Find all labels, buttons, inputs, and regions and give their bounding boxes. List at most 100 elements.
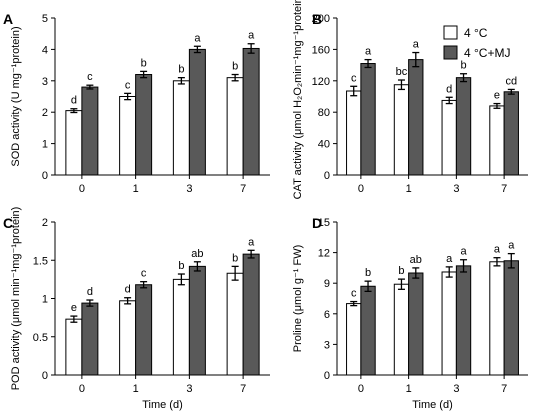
bar (65, 318, 83, 376)
y-tick-label: 1.5 (33, 255, 48, 267)
bar (188, 48, 206, 176)
significance-letter: bc (396, 66, 408, 78)
panel-letter: B (312, 11, 322, 27)
bar (360, 285, 376, 376)
bar (489, 105, 505, 176)
bar (455, 265, 472, 376)
x-tick-label: 1 (406, 183, 412, 195)
x-tick-label: 3 (186, 383, 192, 395)
x-tick-label: 7 (501, 183, 507, 195)
bar (441, 99, 457, 176)
significance-letter: b (232, 61, 238, 73)
panel-letter: A (3, 11, 13, 27)
bar (172, 80, 190, 176)
y-tick-label: 4 (42, 44, 48, 56)
bar (135, 74, 153, 176)
significance-letter: d (125, 284, 131, 296)
significance-letter: c (87, 71, 93, 83)
y-tick-label: 0 (42, 170, 48, 182)
y-tick-label: 1 (42, 294, 48, 306)
bar (226, 77, 244, 176)
y-tick-label: 1 (42, 139, 48, 151)
legend-label: 4 °C+MJ (464, 46, 510, 60)
legend-swatch (443, 45, 458, 60)
x-tick-label: 0 (358, 183, 364, 195)
x-tick-label: 1 (133, 183, 139, 195)
significance-letter: b (141, 57, 147, 69)
significance-letter: a (194, 32, 201, 44)
y-axis-label: POD activity (μmol min⁻¹mg⁻¹protein) (10, 207, 22, 391)
y-tick-label: 0 (324, 170, 330, 182)
bar (226, 272, 244, 376)
y-tick-label: 40 (318, 139, 330, 151)
y-tick-label: 0.5 (33, 332, 48, 344)
x-tick-label: 7 (501, 383, 507, 395)
x-tick-label: 1 (406, 383, 412, 395)
significance-letter: b (232, 252, 238, 264)
y-tick-label: 15 (318, 217, 330, 229)
bar (503, 91, 519, 176)
y-tick-label: 120 (312, 76, 330, 88)
y-tick-label: 0 (324, 370, 330, 382)
y-axis-label: CAT activity (μmol H₂O₂min⁻¹mg⁻¹protein) (292, 0, 304, 199)
significance-letter: a (413, 39, 420, 51)
significance-letter: c (141, 268, 147, 280)
bar (242, 47, 260, 176)
y-tick-label: 6 (324, 309, 330, 321)
significance-letter: c (351, 72, 357, 84)
bar (65, 110, 83, 176)
significance-letter: b (398, 265, 404, 277)
significance-letter: b (178, 64, 184, 76)
significance-letter: d (71, 95, 77, 107)
y-tick-label: 3 (42, 76, 48, 88)
y-tick-label: 12 (318, 248, 330, 260)
bar (172, 278, 190, 376)
significance-letter: a (508, 240, 515, 252)
bar (393, 283, 410, 376)
x-tick-label: 0 (358, 383, 364, 395)
significance-letter: cd (505, 75, 517, 87)
y-tick-label: 2 (42, 217, 48, 229)
x-tick-label: 1 (133, 383, 139, 395)
panel-letter: C (3, 215, 13, 231)
bar (360, 63, 376, 176)
bar (81, 86, 99, 176)
bar (242, 253, 260, 376)
significance-letter: a (365, 46, 372, 58)
significance-letter: e (71, 302, 77, 314)
x-axis-label: Time (d) (142, 399, 183, 411)
y-tick-label: 160 (312, 44, 330, 56)
bar (135, 284, 153, 376)
y-axis-label: Proline (μmol g⁻¹ FW) (292, 245, 304, 353)
legend-swatch (443, 25, 458, 40)
y-axis-label: SOD activity (U mg⁻¹protein) (10, 26, 22, 166)
significance-letter: c (125, 79, 131, 91)
significance-letter: d (87, 286, 93, 298)
panel-b: B 0 40 80 120 160 200 CAT activity (μmol H₂O₂mi… (292, 0, 528, 199)
significance-letter: b (365, 267, 371, 279)
y-tick-label: 3 (324, 339, 330, 351)
y-tick-label: 5 (42, 13, 48, 25)
significance-letter: ab (410, 254, 422, 266)
bar (441, 271, 457, 376)
x-tick-label: 7 (240, 183, 246, 195)
x-tick-label: 3 (186, 183, 192, 195)
bar (455, 77, 472, 176)
y-tick-label: 80 (318, 107, 330, 119)
panel-c: C 0 0.5 1 1.5 2 POD activity (μmol min⁻¹mg⁻¹pr… (3, 207, 270, 411)
bar (408, 272, 424, 376)
bar (489, 261, 505, 376)
x-tick-label: 3 (453, 183, 459, 195)
significance-letter: b (460, 60, 466, 72)
bar (346, 90, 362, 176)
y-tick-label: 200 (312, 13, 330, 25)
y-tick-label: 2 (42, 107, 48, 119)
panel-letter: D (312, 215, 322, 231)
x-tick-label: 0 (79, 183, 85, 195)
legend: 4 °C 4 °C+MJ (443, 25, 510, 60)
x-tick-label: 0 (79, 383, 85, 395)
y-tick-label: 0 (42, 370, 48, 382)
